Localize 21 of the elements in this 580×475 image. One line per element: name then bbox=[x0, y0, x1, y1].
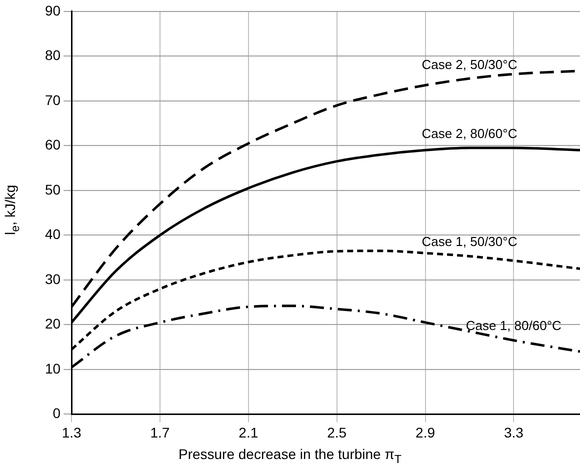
series-label: Case 1, 50/30°C bbox=[422, 234, 518, 250]
y-tick-label: 40 bbox=[44, 226, 61, 242]
x-tick-label: 2.1 bbox=[238, 424, 258, 440]
series-label: Case 2, 80/60°C bbox=[422, 126, 518, 141]
x-tick-label: 1.7 bbox=[150, 424, 170, 440]
y-tick-label: 90 bbox=[44, 2, 61, 18]
x-axis-title: Pressure decrease in the turbine π$_{T}$ bbox=[177, 446, 402, 466]
series-label: Case 2, 50/30°C bbox=[422, 56, 518, 72]
y-tick-label: 70 bbox=[44, 92, 61, 108]
y-tick-label: 80 bbox=[44, 47, 61, 64]
y-tick-label: 50 bbox=[44, 181, 61, 198]
x-tick-label: 2.9 bbox=[416, 424, 436, 440]
x-tick-label: 1.3 bbox=[62, 424, 82, 440]
y-tick-label: 10 bbox=[44, 360, 61, 376]
y-tick-label: 30 bbox=[44, 270, 61, 287]
x-tick-label: 2.5 bbox=[327, 424, 347, 440]
y-tick-label: 60 bbox=[44, 136, 61, 153]
y-tick-label: 20 bbox=[44, 316, 61, 332]
x-tick-label: 3.3 bbox=[504, 424, 524, 440]
series-label: Case 1, 80/60°C bbox=[466, 318, 562, 334]
y-tick-label: 0 bbox=[52, 405, 61, 422]
